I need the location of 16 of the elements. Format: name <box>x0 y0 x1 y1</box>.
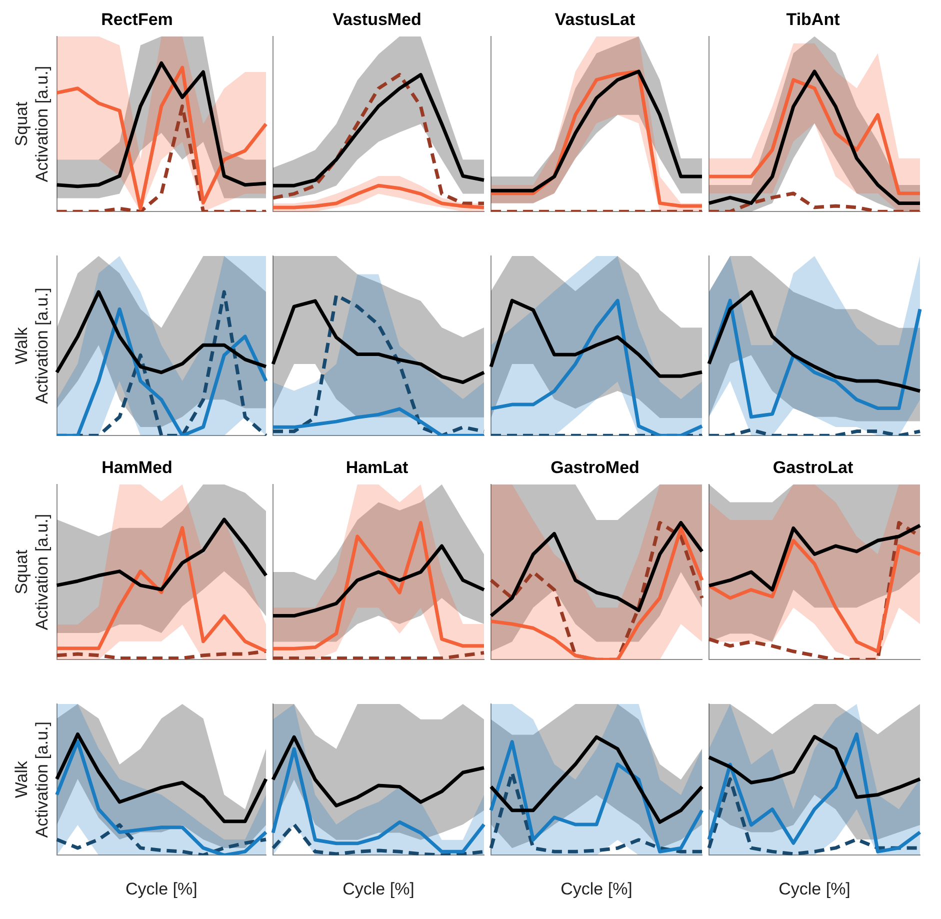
chart-title: TibAnt <box>786 10 840 29</box>
chart-title: HamMed <box>102 458 172 477</box>
chart-title: RectFem <box>101 10 173 29</box>
chart-title: HamLat <box>346 458 409 477</box>
x-axis-title: Cycle [%] <box>342 879 414 898</box>
y-axis-title: Squat Activation [a.u.] <box>12 514 52 630</box>
chart-title: GastroMed <box>550 458 640 477</box>
x-axis-title: Cycle [%] <box>778 879 850 898</box>
chart-title: VastusMed <box>332 10 422 29</box>
y-axis-title: Walk Activation [a.u.] <box>12 721 52 838</box>
x-axis-title: Cycle [%] <box>126 879 198 898</box>
x-axis-title: Cycle [%] <box>560 879 632 898</box>
chart-title: VastusLat <box>554 10 636 29</box>
chart-title: GastroLat <box>772 458 854 477</box>
y-axis-title: Squat Activation [a.u.] <box>12 66 52 182</box>
y-axis-title: Walk Activation [a.u.] <box>12 288 52 404</box>
